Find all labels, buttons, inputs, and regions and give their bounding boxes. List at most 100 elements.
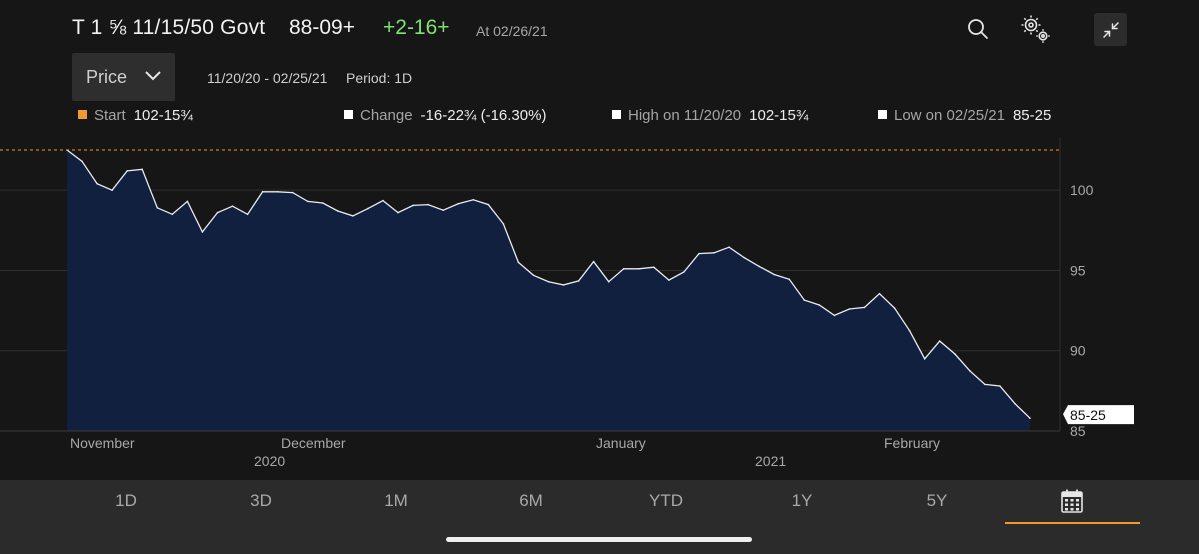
settings-button[interactable]	[1018, 12, 1052, 46]
price-area-fill	[67, 150, 1030, 431]
price-point	[291, 191, 294, 194]
price-point	[231, 205, 234, 207]
price-point	[156, 207, 159, 209]
price-point	[457, 203, 460, 205]
search-button[interactable]	[961, 12, 995, 46]
price-point	[848, 308, 851, 310]
tab-3d[interactable]: 3D	[250, 491, 272, 510]
price-point	[954, 353, 956, 355]
price-point	[352, 215, 354, 217]
price-point	[607, 280, 610, 283]
as-of-date: At 02/26/21	[476, 23, 548, 39]
price-point	[969, 370, 971, 372]
price-point	[382, 199, 384, 202]
x-year-label: 2020	[254, 453, 285, 469]
price-point	[397, 211, 399, 214]
price-point	[487, 203, 490, 206]
x-month-label: January	[596, 435, 646, 451]
price-point	[999, 385, 1001, 387]
last-value-label: 85-25	[1070, 407, 1106, 423]
x-month-label: December	[281, 435, 346, 451]
tab-calendar[interactable]	[1032, 489, 1112, 518]
price-point	[833, 314, 836, 317]
price-point	[668, 279, 670, 281]
price-point	[111, 189, 113, 191]
security-title: T 1 ⅝ 11/15/50 Govt	[72, 16, 266, 39]
header: T 1 ⅝ 11/15/50 Govt 88-09+ +2-16+ At 02/…	[0, 0, 1199, 60]
legend-start: Start 102-15¾	[78, 107, 193, 124]
price-point	[337, 210, 339, 212]
period-label: Period: 1D	[346, 70, 413, 86]
legend-high-label: High on 11/20/20	[628, 107, 742, 124]
price-point	[984, 383, 986, 386]
price-point	[622, 268, 625, 270]
price-point	[261, 191, 264, 193]
y-tick-label: 85	[1070, 423, 1086, 439]
price-point	[141, 168, 143, 171]
legend-start-value: 102-15¾	[133, 107, 193, 124]
period-tab-bar	[0, 480, 1199, 554]
price-point	[923, 358, 926, 360]
tab-1y[interactable]: 1Y	[791, 491, 813, 510]
legend-change-value: -16-22¾ (-16.30%)	[420, 107, 547, 124]
price-point	[893, 307, 896, 310]
price-point	[201, 231, 204, 233]
price-point	[863, 306, 866, 309]
price-point	[743, 256, 745, 259]
price-point	[773, 273, 775, 276]
y-tick-label: 90	[1070, 343, 1086, 359]
price-point	[171, 213, 174, 216]
price-point	[577, 280, 580, 282]
legend-low-swatch	[878, 110, 887, 119]
price-point	[728, 246, 730, 248]
price-point	[683, 271, 685, 273]
price-point	[1014, 402, 1016, 405]
x-month-label: November	[70, 435, 135, 451]
legend-start-label: Start	[94, 107, 126, 124]
y-tick-label: 100	[1070, 182, 1094, 198]
legend-high-value: 102-15¾	[749, 107, 809, 124]
x-month-label: February	[884, 435, 940, 451]
legend-low-label: Low on 02/25/21	[894, 107, 1005, 124]
legend-start-swatch	[78, 110, 87, 119]
legend-change-label: Change	[360, 107, 413, 124]
date-range: 11/20/20 - 02/25/21	[207, 70, 328, 86]
chart-field-dropdown[interactable]: Price	[72, 53, 175, 101]
home-indicator[interactable]	[446, 537, 752, 542]
tab-ytd[interactable]: YTD	[649, 491, 683, 510]
x-year-label: 2021	[755, 453, 786, 469]
price-point	[186, 200, 189, 203]
legend-high-swatch	[612, 110, 621, 119]
price-point	[638, 268, 640, 270]
tab-5y[interactable]: 5Y	[926, 491, 948, 510]
minimize-button[interactable]	[1094, 13, 1127, 46]
price-point	[472, 199, 475, 201]
price-point	[322, 202, 324, 204]
legend-high: High on 11/20/20 102-15¾	[612, 107, 808, 124]
price-point	[938, 340, 941, 342]
settings-gears-icon	[1021, 15, 1050, 43]
selected-tab-indicator	[1005, 522, 1140, 524]
search-icon	[968, 19, 988, 39]
legend-low-value: 85-25	[1012, 107, 1052, 124]
price-point	[532, 274, 535, 277]
tab-6m[interactable]: 6M	[519, 491, 543, 510]
calendar-icon	[1061, 489, 1083, 513]
price-point	[502, 223, 505, 225]
dropdown-label: Price	[86, 67, 128, 87]
price-point	[442, 209, 445, 211]
price-point	[276, 191, 279, 193]
price-point	[818, 304, 821, 306]
price-point	[803, 299, 806, 301]
price-point	[562, 284, 565, 286]
last-price: 88-09+	[289, 16, 355, 39]
legend-change: Change -16-22¾ (-16.30%)	[344, 107, 546, 124]
tab-1m[interactable]: 1M	[384, 491, 408, 510]
price-point	[126, 170, 128, 172]
price-point	[592, 260, 595, 263]
price-point	[908, 329, 911, 332]
tab-1d[interactable]: 1D	[115, 491, 137, 510]
price-point	[878, 292, 881, 295]
price-point	[758, 265, 760, 268]
